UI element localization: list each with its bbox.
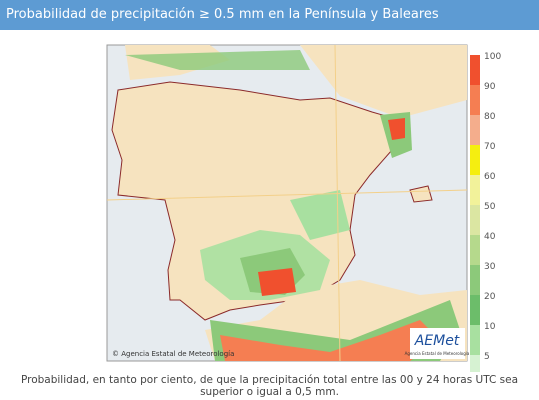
legend-swatch xyxy=(470,235,480,265)
legend-swatch xyxy=(470,145,480,175)
precip-area xyxy=(290,190,350,240)
legend-swatch xyxy=(470,205,480,235)
legend-swatch xyxy=(470,85,480,115)
precip-area xyxy=(125,50,310,70)
map-panel: AEMet Agencia Estatal de Meteorología © … xyxy=(106,44,501,372)
precip-area xyxy=(220,320,440,361)
legend-swatch xyxy=(470,55,480,85)
legend-label: 60 xyxy=(484,172,496,182)
legend-label: 90 xyxy=(484,82,496,92)
legend-swatch xyxy=(470,115,480,145)
attribution: © Agencia Estatal de Meteorología xyxy=(112,350,234,358)
logo-subtitle: Agencia Estatal de Meteorología xyxy=(405,351,470,356)
legend-label: 100 xyxy=(484,52,501,62)
france-land xyxy=(300,45,467,118)
caption: Probabilidad, en tanto por ciento, de qu… xyxy=(20,374,519,398)
legend-swatch xyxy=(470,325,480,355)
legend-label: 30 xyxy=(484,262,496,272)
legend-swatch xyxy=(470,175,480,205)
legend-label: 10 xyxy=(484,322,496,332)
legend-label: 80 xyxy=(484,112,496,122)
graticule xyxy=(106,189,468,201)
legend-label: 50 xyxy=(484,202,496,212)
header-title: Probabilidad de precipitación ≥ 0.5 mm e… xyxy=(0,0,539,30)
legend-label: 20 xyxy=(484,292,496,302)
legend-label: 40 xyxy=(484,232,496,242)
legend: 100 90 80 70 60 50 40 30 20 10 5 xyxy=(470,52,501,372)
legend-label: 5 xyxy=(484,352,490,362)
precip-area xyxy=(388,118,405,140)
logo-box xyxy=(410,328,465,359)
legend-swatch xyxy=(470,355,480,372)
legend-swatch xyxy=(470,295,480,325)
logo: AEMet xyxy=(414,333,460,349)
legend-swatch xyxy=(470,265,480,295)
baleares xyxy=(409,185,433,203)
legend-label: 70 xyxy=(484,142,496,152)
precip-area xyxy=(258,268,296,296)
graticule xyxy=(334,44,341,362)
